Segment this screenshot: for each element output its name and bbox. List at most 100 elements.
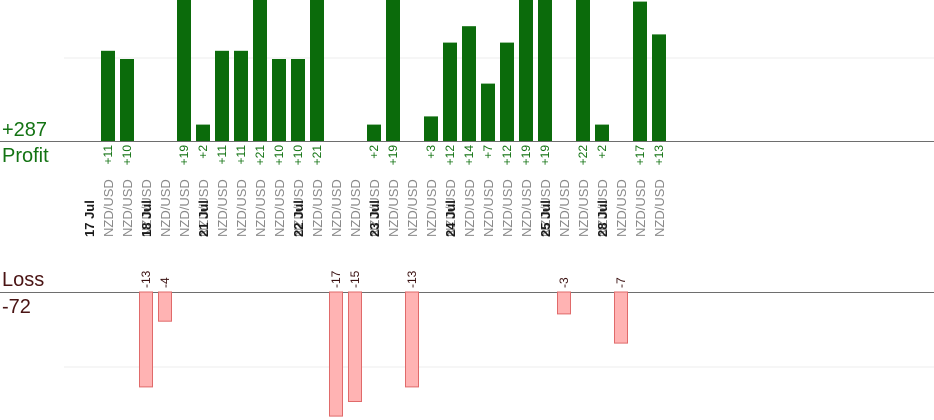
trade-symbol-label: NZD/USD: [177, 179, 192, 237]
profit-value-label: +10: [272, 145, 286, 166]
date-label: 22 Jul: [291, 200, 306, 237]
trade-symbol-label: NZD/USD: [652, 179, 667, 237]
profit-bar: [310, 0, 324, 141]
trade-symbol-label: NZD/USD: [538, 179, 553, 237]
date-label: 24 Jul: [443, 200, 458, 237]
trade-symbol-label: NZD/USD: [291, 179, 306, 237]
profit-bar: [595, 124, 609, 141]
trade-symbol-label: NZD/USD: [139, 179, 154, 237]
profit-bar: [576, 0, 590, 141]
profit-bar: [215, 50, 229, 141]
trade-symbol-label: NZD/USD: [462, 179, 477, 237]
profit-value-label: +17: [633, 145, 647, 166]
profit-value-label: +19: [386, 145, 400, 166]
profit-bar: [367, 124, 381, 141]
trade-symbol-label: NZD/USD: [348, 179, 363, 237]
profit-value-label: +19: [519, 145, 533, 166]
trade-symbol-label: NZD/USD: [386, 179, 401, 237]
trade-symbol-label: NZD/USD: [310, 179, 325, 237]
profit-value-label: +11: [215, 145, 229, 165]
profit-value-label: +11: [234, 145, 248, 165]
profit-bar: [272, 59, 286, 141]
profit-bar: [538, 0, 552, 142]
profit-bar: [253, 0, 267, 141]
profit-bar: [652, 34, 666, 141]
profit-value-label: +3: [424, 145, 438, 159]
date-label: 28 Jul: [595, 200, 610, 237]
date-label: 21 Jul: [196, 200, 211, 237]
profit-bar: [519, 0, 533, 142]
profit-bar: [291, 59, 305, 141]
loss-label: Loss: [2, 269, 45, 291]
loss-value-label: -13: [405, 270, 419, 288]
profit-bar: [424, 116, 438, 141]
loss-bar: [557, 291, 571, 315]
profit-bar: [196, 124, 210, 141]
loss-value-label: -13: [139, 270, 153, 288]
trade-symbol-label: NZD/USD: [272, 179, 287, 237]
profit-bar: [633, 1, 647, 141]
loss-value-label: -3: [557, 277, 571, 288]
profit-bar: [443, 42, 457, 141]
date-label: 18 Jul: [139, 200, 154, 237]
trade-symbol-label: NZD/USD: [158, 179, 173, 237]
profit-value-label: +21: [310, 145, 324, 166]
profit-value-label: +14: [462, 145, 476, 166]
profit-bar: [177, 0, 191, 142]
trade-symbol-label: NZD/USD: [405, 179, 420, 237]
profit-bar: [120, 59, 134, 141]
profit-bar: [481, 83, 495, 141]
trade-symbol-label: NZD/USD: [500, 179, 515, 237]
trade-symbol-label: NZD/USD: [101, 179, 116, 237]
date-label: 23 Jul: [367, 200, 382, 237]
trade-symbol-label: NZD/USD: [329, 179, 344, 237]
trade-symbol-label: NZD/USD: [367, 179, 382, 237]
trade-symbol-label: NZD/USD: [633, 179, 648, 237]
profit-value-label: +7: [481, 145, 495, 159]
profit-value-label: +12: [500, 145, 514, 166]
trade-symbol-label: NZD/USD: [576, 179, 591, 237]
profit-total: +287: [2, 119, 48, 141]
profit-value-label: +13: [652, 145, 666, 166]
trade-symbol-label: NZD/USD: [234, 179, 249, 237]
profit-bar: [101, 50, 115, 141]
profit-value-label: +11: [101, 145, 115, 165]
profit-value-label: +19: [177, 145, 191, 166]
trade-symbol-label: NZD/USD: [614, 179, 629, 237]
profit-value-label: +2: [595, 145, 609, 159]
date-label: 25 Jul: [538, 200, 553, 237]
trade-symbol-label: NZD/USD: [253, 179, 268, 237]
profit-value-label: +2: [196, 145, 210, 159]
trade-symbol-label: NZD/USD: [424, 179, 439, 237]
profit-bar: [386, 0, 400, 142]
loss-bar: [139, 291, 153, 388]
profit-value-label: +10: [120, 145, 134, 166]
profit-bar: [462, 26, 476, 142]
profit-value-label: +19: [538, 145, 552, 166]
profit-value-label: +22: [576, 145, 590, 166]
trade-symbol-label: NZD/USD: [215, 179, 230, 237]
loss-bar: [348, 291, 362, 402]
trade-symbol-label: NZD/USD: [519, 179, 534, 237]
profit-value-label: +2: [367, 145, 381, 159]
profit-value-label: +10: [291, 145, 305, 166]
loss-bar: [329, 291, 343, 417]
loss-value-label: -7: [614, 277, 628, 288]
trade-symbol-label: NZD/USD: [481, 179, 496, 237]
trade-symbol-label: NZD/USD: [443, 179, 458, 237]
trade-symbol-label: NZD/USD: [196, 179, 211, 237]
date-label: 17 Jul: [82, 200, 97, 237]
trade-symbol-label: NZD/USD: [595, 179, 610, 237]
loss-value-label: -17: [329, 270, 343, 288]
profit-value-label: +21: [253, 145, 267, 166]
profit-bar: [234, 50, 248, 141]
loss-value-label: -15: [348, 270, 362, 288]
loss-bar: [614, 291, 628, 344]
trade-symbol-label: NZD/USD: [557, 179, 572, 237]
loss-bar: [405, 291, 419, 388]
profit-value-label: +12: [443, 145, 457, 166]
loss-total: -72: [2, 296, 31, 318]
loss-value-label: -4: [158, 277, 172, 288]
profit-label: Profit: [2, 145, 49, 167]
